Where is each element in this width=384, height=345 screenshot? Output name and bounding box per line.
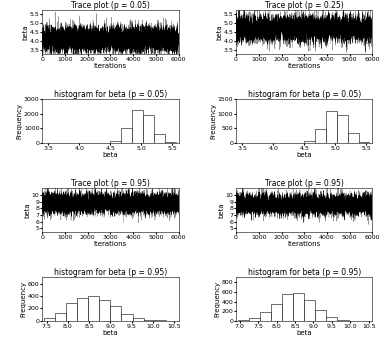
Title: Trace plot (p = 0.95): Trace plot (p = 0.95) [265,179,344,188]
Bar [143,115,154,143]
Y-axis label: Frequency: Frequency [20,281,26,317]
Bar [88,296,99,321]
Bar [144,320,154,321]
Bar [271,304,282,321]
Bar [337,115,348,143]
Bar [121,128,132,143]
X-axis label: beta: beta [103,330,118,336]
Bar [154,134,165,143]
Bar [326,111,337,143]
Bar [282,294,293,321]
Bar [111,306,121,321]
Bar [78,298,88,321]
Title: Trace plot (p = 0.25): Trace plot (p = 0.25) [265,1,344,10]
Title: Trace plot (p = 0.05): Trace plot (p = 0.05) [71,1,150,10]
Bar [132,318,144,321]
Bar [293,293,304,321]
Bar [338,320,349,321]
X-axis label: Iterations: Iterations [94,241,127,247]
X-axis label: beta: beta [296,152,312,158]
Bar [304,140,315,143]
Y-axis label: beta: beta [24,202,30,218]
Bar [260,312,271,321]
Bar [359,142,369,143]
Y-axis label: beta: beta [22,24,28,40]
Bar [326,317,338,321]
X-axis label: Iterations: Iterations [94,63,127,69]
Bar [249,318,260,321]
Bar [348,133,359,143]
Title: histogram for beta (p = 0.95): histogram for beta (p = 0.95) [248,268,361,277]
Bar [315,310,326,321]
Y-axis label: Frequency: Frequency [210,103,216,139]
Y-axis label: Frequency: Frequency [214,281,220,317]
Bar [66,303,78,321]
X-axis label: Iterations: Iterations [288,63,321,69]
Bar [55,313,66,321]
Bar [99,300,111,321]
Bar [121,314,132,321]
Title: Trace plot (p = 0.95): Trace plot (p = 0.95) [71,179,150,188]
Y-axis label: beta: beta [216,24,222,40]
X-axis label: beta: beta [296,330,312,336]
Title: histogram for beta (p = 0.05): histogram for beta (p = 0.05) [248,90,361,99]
Bar [154,320,166,321]
X-axis label: beta: beta [103,152,118,158]
Bar [315,129,326,143]
Bar [111,140,121,143]
Bar [304,300,315,321]
Y-axis label: Frequency: Frequency [17,103,22,139]
Title: histogram for beta (p = 0.05): histogram for beta (p = 0.05) [54,90,167,99]
X-axis label: Iterations: Iterations [288,241,321,247]
Bar [132,110,143,143]
Bar [45,318,55,321]
Bar [165,142,175,143]
Y-axis label: beta: beta [218,202,224,218]
Title: histogram for beta (p = 0.95): histogram for beta (p = 0.95) [54,268,167,277]
